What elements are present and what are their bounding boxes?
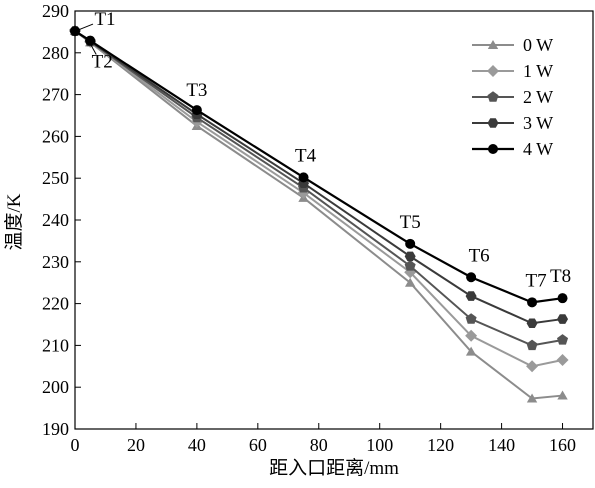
legend-label: 4 W bbox=[523, 139, 553, 159]
data-point bbox=[526, 393, 538, 403]
legend-label: 1 W bbox=[523, 61, 553, 81]
legend-swatch-marker bbox=[487, 91, 499, 102]
x-tick-label: 140 bbox=[488, 435, 515, 455]
y-axis-title: 温度/K bbox=[3, 193, 25, 250]
data-point bbox=[557, 390, 568, 400]
legend-swatch-marker bbox=[487, 40, 499, 49]
data-point bbox=[465, 346, 477, 356]
legend-item: 4 W bbox=[472, 139, 553, 159]
legend-label: 3 W bbox=[523, 113, 553, 133]
y-tick-label: 200 bbox=[42, 377, 69, 397]
annotation-layer: T1 T2 T3 T4 T5 T6 T7 T8 bbox=[77, 9, 571, 291]
y-tick-label: 210 bbox=[42, 335, 69, 355]
data-point bbox=[404, 251, 416, 262]
data-point bbox=[557, 314, 569, 324]
data-point bbox=[526, 360, 539, 373]
legend-item: 0 W bbox=[472, 35, 553, 55]
legend-label: 2 W bbox=[523, 87, 553, 107]
annotation-label: T5 bbox=[400, 212, 421, 233]
axis-layer: 0 20 40 60 80 100 120 140 160 190 200 210 220 230 240 2… bbox=[42, 1, 576, 455]
y-tick-label: 240 bbox=[42, 210, 69, 230]
x-tick-label: 60 bbox=[249, 435, 267, 455]
data-point bbox=[298, 172, 309, 183]
annotation-label: T4 bbox=[295, 145, 317, 166]
annotation-leader bbox=[77, 23, 94, 31]
data-point bbox=[556, 354, 569, 367]
data-point bbox=[526, 318, 538, 329]
data-point bbox=[557, 334, 569, 345]
x-tick-label: 120 bbox=[427, 435, 454, 455]
x-tick-label: 100 bbox=[366, 435, 393, 455]
legend-swatch-marker bbox=[488, 144, 498, 154]
legend-item: 3 W bbox=[472, 113, 553, 133]
annotation-label: T7 bbox=[526, 270, 547, 291]
annotation-label: T3 bbox=[186, 80, 207, 101]
data-point bbox=[191, 105, 202, 116]
data-point bbox=[466, 272, 477, 283]
series-line bbox=[74, 30, 563, 304]
annotation-label: T2 bbox=[92, 52, 113, 73]
plot-frame bbox=[74, 10, 594, 430]
series-layer bbox=[69, 25, 569, 403]
x-tick-label: 40 bbox=[188, 435, 206, 455]
data-point bbox=[405, 238, 416, 249]
series-line bbox=[74, 30, 563, 325]
y-tick-label: 260 bbox=[42, 126, 69, 146]
legend-swatch-marker bbox=[487, 118, 499, 128]
data-point bbox=[404, 260, 416, 271]
legend-item: 1 W bbox=[472, 61, 553, 81]
annotation-leader bbox=[90, 45, 97, 55]
annotation-label: T1 bbox=[94, 9, 115, 30]
y-tick-label: 280 bbox=[42, 43, 69, 63]
data-point bbox=[526, 339, 538, 351]
annotation-label: T8 bbox=[550, 266, 571, 287]
data-point bbox=[527, 297, 538, 308]
data-point bbox=[557, 293, 568, 304]
data-point bbox=[465, 313, 477, 324]
data-point bbox=[85, 35, 96, 46]
x-tick-label: 80 bbox=[310, 435, 328, 455]
legend-label: 0 W bbox=[523, 35, 553, 55]
data-point bbox=[465, 291, 477, 301]
data-point bbox=[404, 277, 416, 287]
x-axis-title: 距入口距离/mm bbox=[269, 457, 399, 479]
y-tick-label: 190 bbox=[42, 419, 69, 439]
legend-item: 2 W bbox=[472, 87, 553, 107]
y-tick-label: 250 bbox=[42, 168, 69, 188]
x-tick-label: 20 bbox=[127, 435, 145, 455]
series-4w bbox=[70, 26, 568, 308]
legend-swatch-marker bbox=[487, 65, 499, 77]
x-tick-label: 160 bbox=[549, 435, 576, 455]
legend: 0 W 1 W 2 W 3 W 4 W bbox=[472, 35, 553, 159]
y-tick-label: 290 bbox=[42, 1, 69, 21]
y-tick-label: 230 bbox=[42, 252, 69, 272]
x-tick-label: 0 bbox=[71, 435, 80, 455]
annotation-label: T6 bbox=[469, 245, 490, 266]
y-tick-label: 270 bbox=[42, 85, 69, 105]
data-point bbox=[465, 329, 478, 342]
y-tick-label: 220 bbox=[42, 294, 69, 314]
